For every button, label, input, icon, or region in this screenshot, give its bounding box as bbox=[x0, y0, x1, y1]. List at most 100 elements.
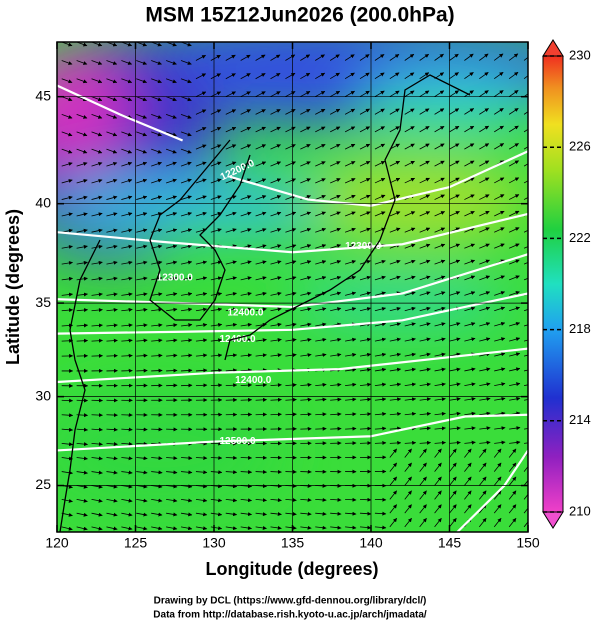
streamline bbox=[106, 212, 118, 217]
streamline bbox=[225, 42, 227, 43]
streamline bbox=[449, 108, 460, 115]
streamline bbox=[419, 143, 430, 150]
streamline bbox=[464, 108, 475, 115]
streamline bbox=[121, 276, 133, 281]
streamline bbox=[404, 504, 412, 514]
streamline bbox=[180, 276, 193, 281]
streamline bbox=[91, 96, 103, 102]
streamline bbox=[330, 307, 342, 312]
streamline bbox=[509, 42, 510, 43]
streamline bbox=[464, 440, 476, 445]
streamline bbox=[434, 125, 445, 133]
streamline bbox=[121, 323, 133, 328]
streamline bbox=[374, 211, 386, 217]
streamline bbox=[479, 210, 490, 217]
streamline bbox=[464, 382, 476, 387]
streamline bbox=[181, 456, 193, 461]
y-tick-label: 35 bbox=[35, 294, 51, 310]
streamline bbox=[166, 353, 178, 358]
streamline bbox=[508, 107, 519, 115]
streamline bbox=[479, 397, 491, 401]
streamline bbox=[136, 212, 148, 217]
streamline bbox=[195, 161, 207, 167]
streamline bbox=[374, 412, 387, 417]
streamline bbox=[494, 71, 504, 80]
streamline bbox=[76, 442, 88, 447]
streamline bbox=[240, 353, 253, 358]
streamline bbox=[389, 448, 397, 458]
streamline bbox=[404, 517, 412, 528]
streamline bbox=[434, 275, 446, 281]
x-tick-label: 135 bbox=[281, 535, 305, 551]
streamline bbox=[136, 195, 148, 200]
streamline bbox=[419, 322, 431, 327]
contour-label: 12400.0 bbox=[219, 334, 256, 345]
streamline bbox=[404, 160, 415, 167]
streamline bbox=[180, 148, 192, 154]
streamline bbox=[61, 498, 73, 503]
streamline bbox=[151, 512, 163, 517]
streamline bbox=[330, 511, 342, 516]
streamline bbox=[344, 227, 356, 233]
streamline bbox=[106, 195, 118, 200]
streamline bbox=[523, 56, 528, 61]
streamline bbox=[404, 126, 415, 133]
streamline bbox=[315, 72, 326, 80]
contour-label: 12400.0 bbox=[227, 307, 264, 318]
streamline bbox=[210, 54, 221, 61]
y-tick-label: 40 bbox=[35, 194, 51, 210]
streamline bbox=[300, 260, 312, 265]
streamline bbox=[165, 131, 177, 137]
streamline bbox=[494, 125, 504, 133]
streamline bbox=[285, 322, 297, 327]
credit: Drawing by DCL (https://www.gfd-dennou.o… bbox=[154, 596, 427, 607]
streamline bbox=[76, 114, 88, 119]
streamline bbox=[479, 426, 491, 431]
streamline bbox=[106, 228, 118, 233]
streamline bbox=[404, 490, 412, 500]
streamline bbox=[210, 383, 223, 388]
streamline bbox=[106, 498, 118, 503]
streamline bbox=[508, 194, 520, 200]
streamline bbox=[165, 161, 177, 167]
streamline bbox=[300, 525, 312, 530]
streamline bbox=[285, 337, 297, 342]
streamline bbox=[151, 323, 163, 328]
streamline bbox=[419, 259, 431, 265]
streamline bbox=[464, 125, 475, 133]
streamline bbox=[494, 275, 505, 281]
colorbar-tick-label: 222 bbox=[569, 230, 591, 245]
streamline bbox=[210, 178, 222, 184]
streamline bbox=[285, 276, 297, 281]
streamline bbox=[195, 109, 207, 115]
streamline bbox=[434, 367, 446, 372]
streamline bbox=[91, 308, 103, 312]
streamline bbox=[404, 275, 416, 281]
streamline bbox=[509, 352, 521, 357]
streamline bbox=[76, 323, 88, 328]
streamline bbox=[210, 512, 223, 517]
streamline bbox=[494, 53, 504, 61]
streamline bbox=[76, 308, 88, 313]
streamline bbox=[330, 42, 331, 43]
streamline bbox=[479, 322, 491, 327]
streamline bbox=[509, 367, 521, 372]
streamline bbox=[345, 497, 357, 502]
streamline bbox=[151, 260, 163, 265]
streamline bbox=[195, 178, 207, 184]
streamline bbox=[151, 195, 163, 200]
streamline bbox=[136, 338, 148, 343]
streamline bbox=[523, 93, 528, 98]
streamline bbox=[479, 177, 490, 184]
streamline bbox=[389, 160, 401, 167]
streamline bbox=[315, 382, 327, 387]
streamline bbox=[181, 368, 193, 373]
streamline bbox=[449, 177, 460, 184]
streamline bbox=[404, 259, 416, 265]
streamline bbox=[76, 148, 88, 154]
streamline bbox=[166, 228, 178, 233]
streamline bbox=[434, 462, 442, 472]
streamline bbox=[344, 161, 356, 167]
streamline bbox=[374, 367, 387, 372]
streamline bbox=[493, 462, 502, 472]
